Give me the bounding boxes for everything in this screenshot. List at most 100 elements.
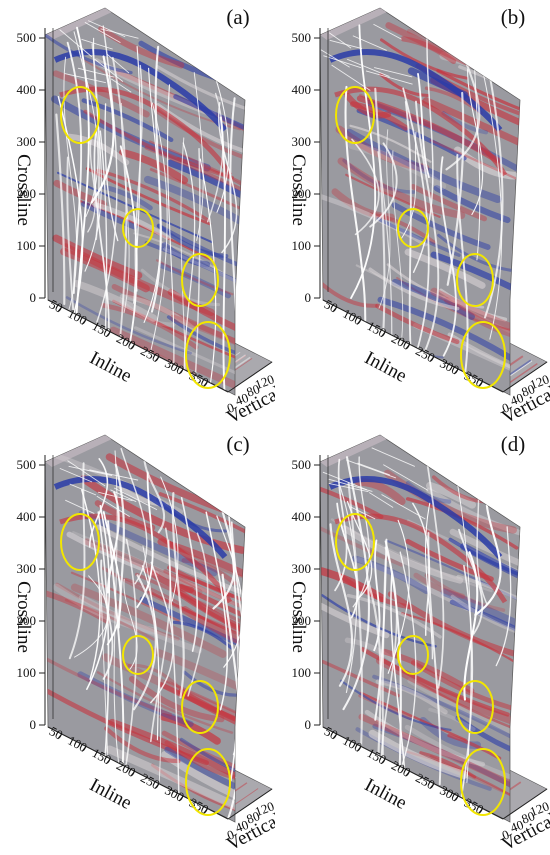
fault-trace: [102, 511, 122, 646]
vertical-tick-label: 80: [244, 381, 261, 400]
inline-axis-label: Inline: [361, 774, 410, 813]
highlight-ellipse: [60, 513, 100, 571]
highlight-ellipse: [335, 513, 375, 571]
fault-trace: [476, 44, 503, 340]
fault-trace: [458, 528, 484, 635]
vertical-tick-label: 40: [508, 390, 525, 409]
crossline-tick-label: 500: [292, 457, 312, 472]
vertical-tick-label: 0: [225, 827, 236, 843]
crossline-tick-label: 200: [292, 613, 312, 628]
fault-trace: [87, 139, 96, 233]
vertical-tick-label: 40: [233, 817, 250, 836]
vertical-tick-label: 120: [253, 798, 275, 819]
fault-trace: [142, 545, 162, 822]
fault-trace: [160, 476, 179, 602]
crossline-tick-label: 200: [17, 613, 37, 628]
fault-trace: [91, 43, 100, 241]
panel-label: (a): [226, 5, 249, 29]
inline-tick-label: 50: [322, 723, 341, 742]
panel-c: 0 100 200 300 400 500 50 100 150 200 250 300 350 0 40 8…: [0, 427, 275, 854]
fault-trace: [404, 100, 413, 365]
highlight-ellipse: [456, 253, 494, 307]
inline-axis-label: Inline: [86, 347, 135, 386]
fault-trace: [427, 531, 442, 786]
highlight-ellipse: [397, 208, 429, 248]
fault-trace: [463, 551, 479, 701]
fault-trace: [216, 515, 244, 668]
fault-trace: [369, 142, 398, 228]
fault-trace: [378, 129, 391, 309]
highlight-ellipse: [456, 680, 494, 734]
highlight-ellipse: [397, 635, 429, 675]
crossline-axis-label: Crossline: [288, 581, 309, 653]
inline-tick-label: 50: [47, 723, 66, 742]
crossline-tick-label: 100: [292, 665, 312, 680]
fault-trace: [373, 539, 381, 652]
vertical-tick-label: 40: [508, 817, 525, 836]
panel-b: 0 100 200 300 400 500 50 100 150 200 250 300 350 0 40 8…: [275, 0, 550, 427]
fault-trace: [339, 485, 358, 694]
fault-trace: [180, 137, 189, 395]
fault-trace: [206, 92, 224, 223]
fault-trace: [342, 456, 370, 711]
vertical-tick-label: 120: [528, 371, 550, 392]
crossline-tick-label: 500: [17, 457, 37, 472]
vertical-tick-label: 120: [528, 798, 550, 819]
fault-trace: [384, 540, 402, 822]
crossline-tick-label: 300: [292, 134, 312, 149]
vertical-tick-label: 80: [519, 808, 536, 827]
fault-trace: [171, 491, 185, 699]
fault-trace: [136, 471, 154, 608]
fault-trace: [495, 526, 512, 667]
fault-trace: [104, 103, 119, 242]
crossline-tick-label: 400: [292, 509, 312, 524]
fault-trace: [149, 527, 172, 743]
fault-trace: [99, 130, 108, 395]
fault-trace: [55, 113, 66, 306]
fault-trace: [182, 142, 196, 393]
fault-trace: [482, 43, 504, 319]
fault-trace: [329, 523, 354, 687]
fault-trace: [334, 458, 348, 592]
fault-trace: [374, 538, 388, 721]
fault-trace: [90, 55, 115, 204]
crossline-tick-label: 0: [305, 290, 312, 305]
highlight-ellipse: [185, 748, 231, 816]
panel-label: (d): [501, 432, 526, 456]
fault-trace: [454, 466, 472, 783]
fault-trace: [123, 578, 138, 671]
fault-trace: [114, 463, 125, 629]
fault-trace: [150, 561, 174, 704]
fault-trace: [390, 572, 407, 822]
inline-tick-label: 50: [47, 296, 66, 315]
fault-trace: [417, 73, 430, 179]
crossline-axis-label: Crossline: [288, 154, 309, 226]
fault-trace: [167, 84, 175, 382]
highlight-ellipse: [185, 321, 231, 389]
vertical-tick-label: 40: [233, 390, 250, 409]
fault-trace: [426, 463, 445, 689]
fault-trace: [89, 458, 109, 548]
fault-trace: [134, 64, 143, 292]
fault-trace: [439, 156, 457, 357]
crossline-tick-label: 100: [292, 238, 312, 253]
crossline-tick-label: 400: [17, 82, 37, 97]
fault-trace: [143, 67, 162, 323]
crossline-tick-label: 300: [17, 561, 37, 576]
crossline-tick-label: 0: [30, 290, 37, 305]
crossline-tick-label: 0: [305, 717, 312, 732]
panel-a: 0 100 200 300 400 500 50 100 150 200 250 300 350 0 40 8…: [0, 0, 275, 427]
vertical-tick-label: 0: [225, 400, 236, 416]
panel-label: (b): [501, 5, 526, 29]
crossline-tick-label: 500: [292, 30, 312, 45]
crossline-axis-label: Crossline: [13, 154, 34, 226]
highlight-ellipse: [460, 748, 506, 816]
fault-trace: [187, 532, 209, 697]
highlight-ellipse: [335, 86, 375, 144]
fault-trace: [193, 71, 204, 241]
fault-trace: [350, 24, 377, 299]
crossline-tick-label: 200: [292, 186, 312, 201]
